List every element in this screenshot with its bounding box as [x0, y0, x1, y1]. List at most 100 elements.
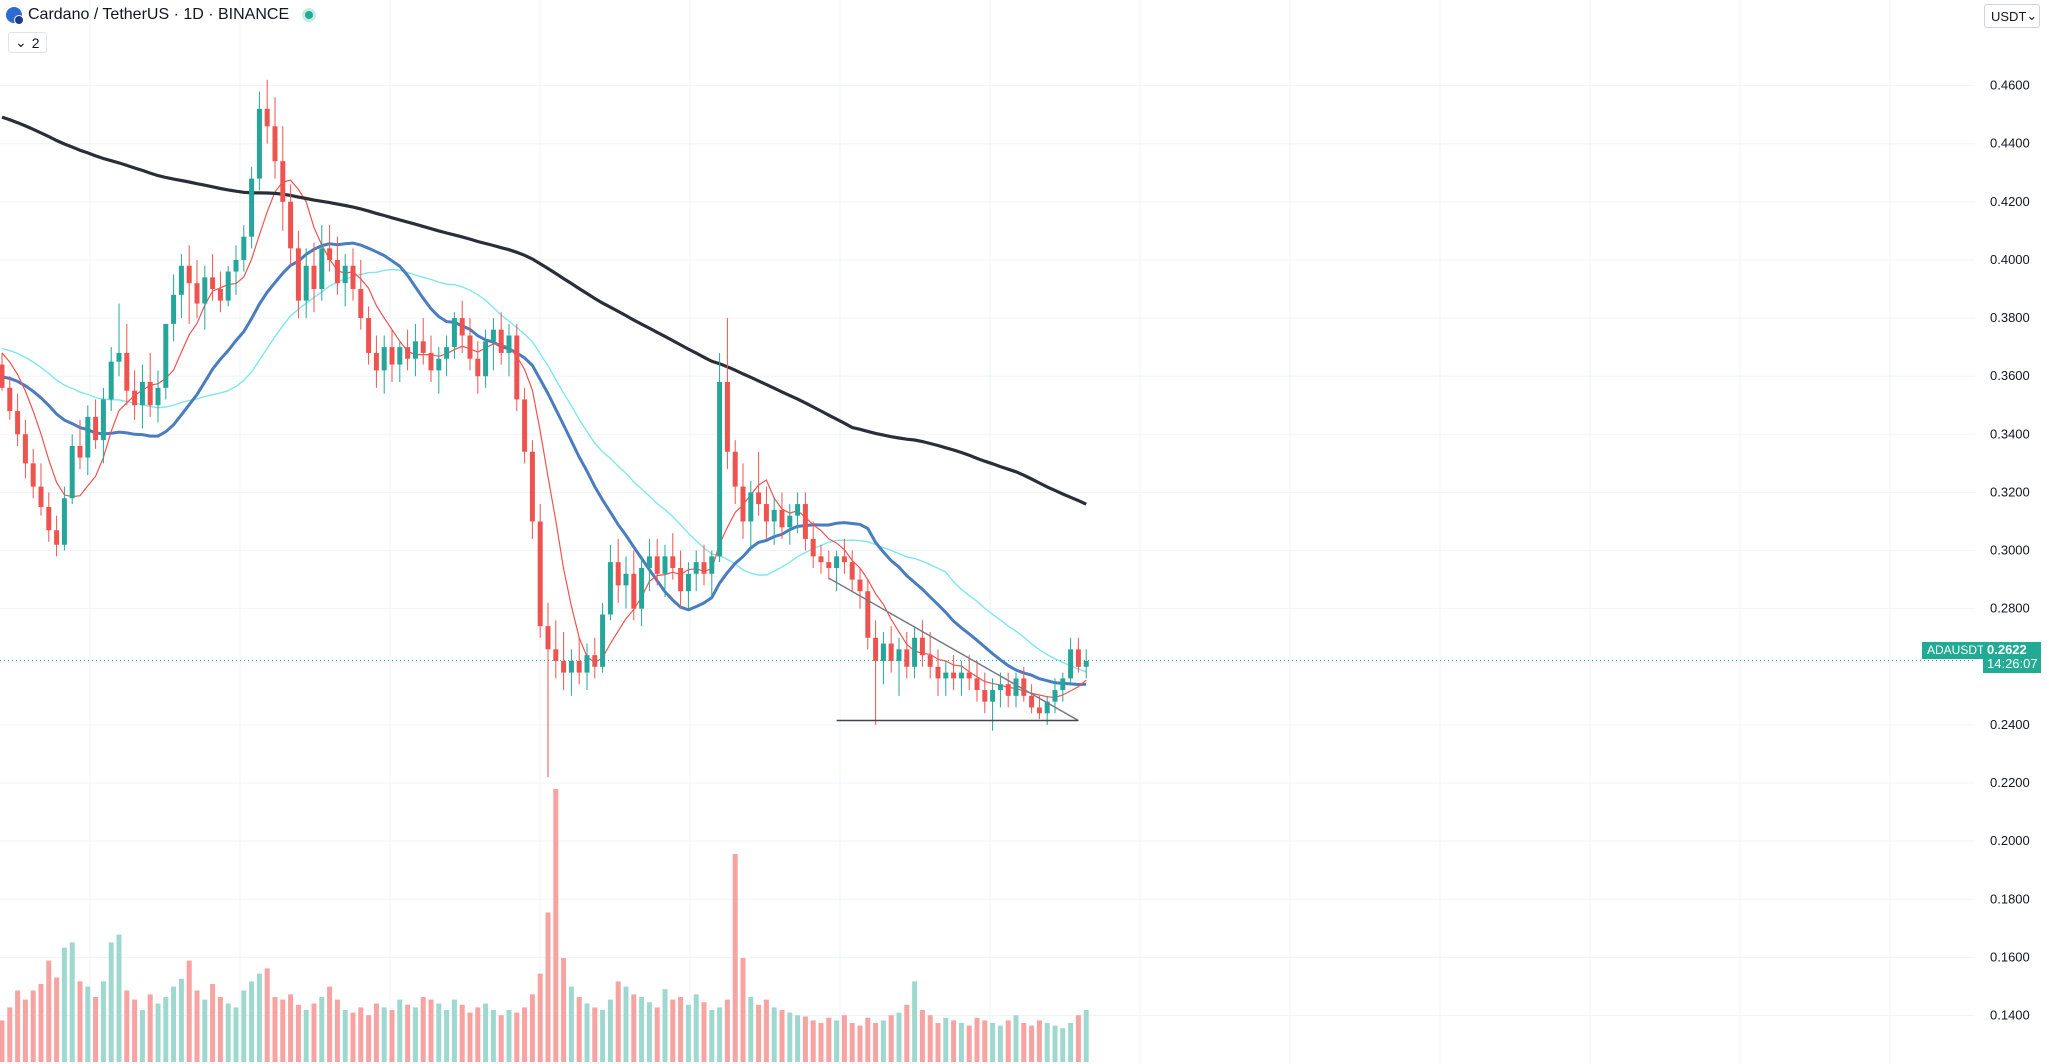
- candle-body: [61, 498, 67, 545]
- volume-bar: [1052, 1025, 1058, 1062]
- price-axis-label: 0.2200: [1990, 775, 2030, 790]
- volume-bar: [678, 997, 684, 1062]
- candle-body: [974, 678, 980, 691]
- volume-bar: [740, 958, 746, 1062]
- candle-body: [412, 341, 418, 359]
- volume-bar: [717, 1007, 723, 1062]
- volume-bar: [896, 1012, 902, 1062]
- candle-body: [483, 341, 489, 377]
- volume-bar: [202, 999, 208, 1062]
- volume-bar: [935, 1023, 941, 1062]
- volume-bar: [1005, 1020, 1011, 1062]
- candle-body: [904, 649, 910, 667]
- candle-body: [1060, 678, 1066, 691]
- volume-bar: [927, 1015, 933, 1062]
- volume-bar: [334, 999, 340, 1062]
- volume-bar: [974, 1017, 980, 1062]
- candle-body: [561, 660, 567, 673]
- indicator-count: 2: [31, 34, 40, 51]
- candle-body: [763, 504, 769, 522]
- candle-body: [943, 672, 949, 679]
- volume-bar: [693, 994, 699, 1062]
- candle-body: [888, 643, 894, 661]
- candle-body: [1005, 684, 1011, 696]
- volume-bar: [15, 990, 21, 1062]
- candle-body: [951, 672, 957, 679]
- candle-body: [467, 335, 473, 359]
- candle-body: [717, 382, 723, 557]
- candle-body: [990, 690, 996, 702]
- volume-bar: [1036, 1020, 1042, 1062]
- volume-bar: [607, 999, 613, 1062]
- candle-body: [15, 411, 21, 435]
- moving-average-mid: [1, 241, 1087, 687]
- candle-body: [584, 655, 590, 673]
- candle-body: [576, 660, 582, 673]
- volume-bar: [865, 1017, 871, 1062]
- candle-body: [436, 358, 442, 371]
- candle-body: [1013, 678, 1019, 696]
- volume-bar: [0, 1020, 5, 1062]
- volume-bar: [77, 981, 83, 1062]
- volume-bar: [834, 1020, 840, 1062]
- candle-body: [249, 178, 255, 237]
- volume-bar: [787, 1012, 793, 1062]
- chevron-down-icon: ⌄: [15, 34, 27, 50]
- candle-body: [311, 265, 317, 290]
- candle-body: [147, 382, 153, 406]
- candle-body: [779, 509, 785, 528]
- volume-bar: [381, 1007, 387, 1062]
- candle-body: [873, 637, 879, 661]
- volume-bar: [319, 997, 325, 1062]
- volume-bar: [249, 981, 255, 1062]
- volume-bar: [1075, 1015, 1081, 1062]
- candle-body: [264, 108, 270, 127]
- candle-body: [639, 567, 645, 609]
- volume-bar: [30, 990, 36, 1062]
- volume-bar: [155, 1003, 161, 1062]
- volume-bar: [1013, 1015, 1019, 1062]
- currency-selector[interactable]: USDT ⌄: [1984, 4, 2040, 28]
- candle-body: [108, 361, 114, 400]
- volume-bar: [93, 997, 99, 1062]
- candle-body: [428, 352, 434, 371]
- volume-bar: [763, 999, 769, 1062]
- candle-body: [1029, 695, 1035, 708]
- volume-bar: [397, 999, 403, 1062]
- chevron-down-icon: ⌄: [2026, 8, 2038, 23]
- volume-bar: [186, 960, 192, 1062]
- volume-bar: [61, 947, 67, 1062]
- indicator-toggle[interactable]: ⌄ 2: [8, 32, 47, 53]
- volume-bar: [132, 999, 138, 1062]
- volume-bar: [529, 994, 535, 1062]
- moving-average-slow: [1, 115, 1087, 506]
- candle-body: [288, 201, 294, 249]
- candle-body: [233, 259, 239, 272]
- volume-bar: [405, 1004, 411, 1062]
- symbol-title[interactable]: Cardano / TetherUS · 1D · BINANCE: [28, 6, 290, 23]
- candle-body: [615, 562, 621, 586]
- chart-header: Cardano / TetherUS · 1D · BINANCE: [6, 6, 314, 25]
- candle-body: [529, 451, 535, 522]
- candle-body: [592, 655, 598, 667]
- volume-bar: [568, 986, 574, 1062]
- volume-bar: [732, 854, 738, 1062]
- volume-bar: [1060, 1028, 1066, 1062]
- volume-bar: [537, 973, 543, 1062]
- candle-body: [0, 364, 5, 388]
- volume-bar: [756, 1004, 762, 1062]
- volume-bar: [108, 942, 114, 1062]
- candle-body: [966, 672, 972, 679]
- volume-bar: [358, 1007, 364, 1062]
- volume-bar: [584, 1003, 590, 1062]
- candle-body: [865, 591, 871, 638]
- candle-body: [85, 416, 91, 458]
- candle-body: [217, 289, 223, 301]
- volume-bar: [147, 994, 153, 1062]
- candle-body: [38, 486, 44, 507]
- price-axis-label: 0.3800: [1990, 310, 2030, 325]
- candle-body: [178, 265, 184, 295]
- volume-bar: [69, 942, 75, 1062]
- volume-bar: [139, 1010, 145, 1062]
